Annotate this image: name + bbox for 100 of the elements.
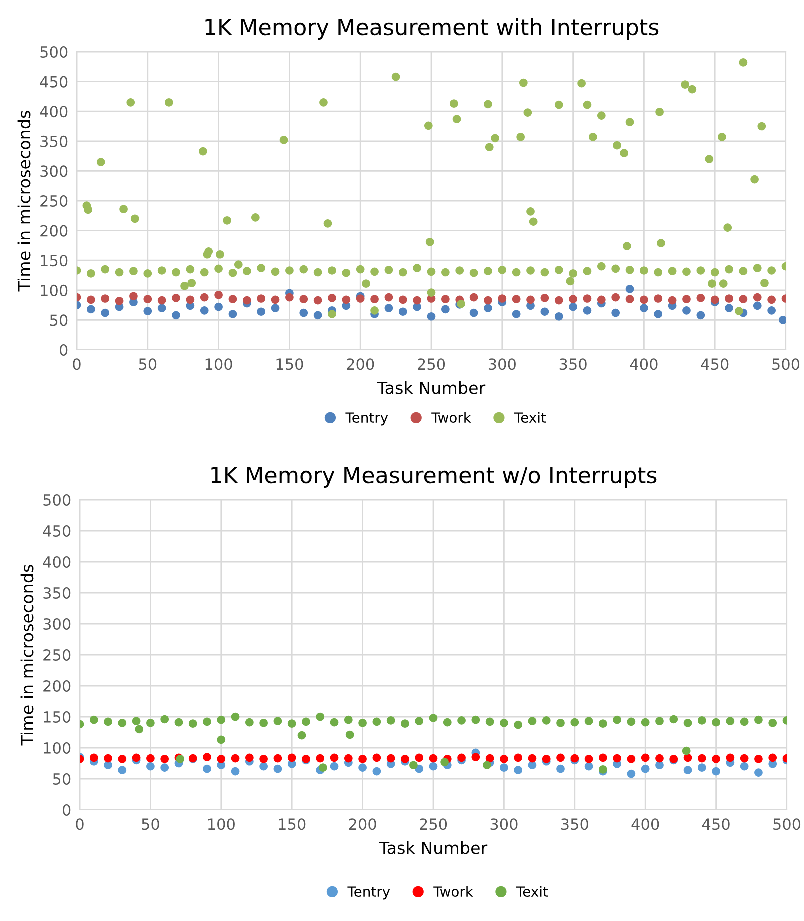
point bbox=[554, 312, 564, 321]
x-tick-label: 0 bbox=[73, 358, 81, 370]
point bbox=[740, 754, 749, 763]
point bbox=[684, 754, 692, 762]
point bbox=[442, 295, 450, 304]
point bbox=[778, 316, 786, 324]
point bbox=[401, 754, 410, 764]
point bbox=[144, 295, 152, 304]
point bbox=[641, 754, 650, 762]
point bbox=[415, 754, 424, 762]
point bbox=[640, 304, 648, 312]
point bbox=[512, 295, 521, 304]
point bbox=[228, 310, 238, 318]
point bbox=[246, 754, 254, 762]
y-tick-label: 350 bbox=[40, 136, 68, 148]
x-axis-title: Task Number bbox=[377, 381, 486, 394]
point bbox=[87, 305, 96, 314]
x-tick-label: 250 bbox=[420, 818, 448, 830]
point bbox=[328, 294, 336, 302]
point bbox=[231, 754, 240, 763]
point bbox=[372, 767, 382, 776]
y-tick-label: 100 bbox=[41, 284, 68, 296]
point bbox=[172, 311, 180, 320]
point bbox=[87, 296, 96, 304]
legend-label: Texit bbox=[514, 412, 546, 424]
point bbox=[768, 754, 778, 762]
point bbox=[698, 764, 706, 772]
point bbox=[158, 296, 166, 305]
legend-label: Texit bbox=[516, 886, 548, 898]
x-tick-label: 500 bbox=[772, 358, 800, 370]
point bbox=[682, 306, 691, 315]
point bbox=[384, 304, 394, 312]
y-axis-title: Time in microseconds bbox=[18, 111, 31, 292]
point bbox=[500, 764, 508, 772]
y-axis-title: Time in microseconds bbox=[20, 565, 34, 746]
x-tick-label: 400 bbox=[632, 818, 660, 830]
point bbox=[257, 294, 266, 303]
point bbox=[583, 306, 592, 315]
point bbox=[257, 308, 266, 316]
point bbox=[260, 762, 268, 771]
point bbox=[484, 304, 492, 312]
point bbox=[654, 294, 663, 303]
point bbox=[370, 295, 379, 304]
point bbox=[569, 295, 578, 304]
point bbox=[186, 296, 195, 304]
x-tick-label: 200 bbox=[349, 818, 376, 830]
point bbox=[612, 308, 620, 318]
x-tick-label: 0 bbox=[76, 818, 84, 830]
x-tick-label: 300 bbox=[490, 818, 518, 830]
point bbox=[242, 296, 252, 305]
x-tick-label: 50 bbox=[142, 818, 160, 830]
point bbox=[528, 754, 537, 763]
point bbox=[160, 764, 170, 772]
x-tick-label: 150 bbox=[279, 818, 306, 830]
point bbox=[712, 754, 720, 764]
point bbox=[626, 285, 634, 294]
point bbox=[203, 753, 212, 762]
point bbox=[540, 308, 550, 316]
point bbox=[146, 762, 155, 771]
point bbox=[514, 766, 523, 774]
point bbox=[132, 754, 141, 762]
point bbox=[130, 292, 138, 301]
point bbox=[413, 296, 422, 305]
point bbox=[584, 762, 594, 771]
point bbox=[427, 312, 436, 321]
point bbox=[472, 753, 480, 762]
point bbox=[342, 296, 351, 304]
point bbox=[358, 764, 367, 772]
point bbox=[599, 754, 608, 762]
point bbox=[300, 295, 308, 304]
point bbox=[484, 296, 492, 305]
point bbox=[656, 754, 664, 763]
point bbox=[739, 295, 748, 304]
point bbox=[682, 295, 691, 304]
point bbox=[274, 754, 282, 763]
y-tick-label: 250 bbox=[40, 195, 68, 208]
x-tick-label: 300 bbox=[488, 358, 516, 370]
y-tick-label: 200 bbox=[40, 225, 68, 237]
point bbox=[627, 770, 636, 778]
x-tick-label: 350 bbox=[561, 818, 588, 830]
point bbox=[217, 754, 226, 764]
point bbox=[286, 293, 294, 302]
point bbox=[654, 310, 663, 318]
point bbox=[498, 294, 507, 303]
point bbox=[613, 754, 622, 763]
point bbox=[398, 296, 408, 304]
x-tick-label: 250 bbox=[418, 358, 446, 370]
x-tick-label: 50 bbox=[139, 358, 157, 370]
point bbox=[526, 296, 535, 304]
point bbox=[200, 293, 209, 302]
point bbox=[271, 296, 280, 304]
y-tick-label: 0 bbox=[60, 344, 68, 356]
point bbox=[740, 762, 749, 771]
point bbox=[640, 296, 648, 304]
y-tick-label: 0 bbox=[62, 804, 71, 816]
point bbox=[556, 754, 565, 762]
y-tick-label: 450 bbox=[40, 76, 68, 88]
y-tick-label: 500 bbox=[44, 494, 71, 506]
x-tick-label: 150 bbox=[276, 358, 304, 370]
point bbox=[725, 304, 734, 312]
